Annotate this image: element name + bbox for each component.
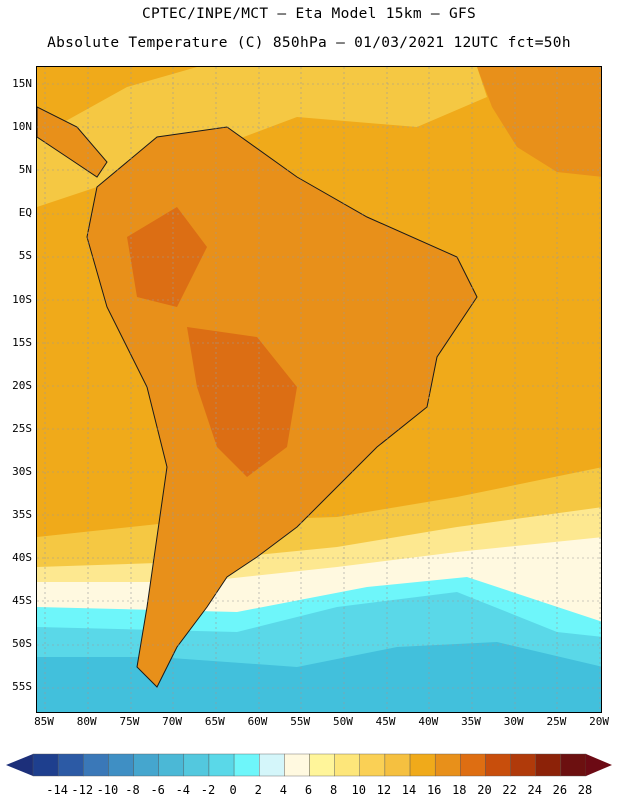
colorbar-label: 22: [502, 783, 517, 797]
colorbar-swatch: [384, 753, 411, 777]
lat-label-10s: 10S: [12, 292, 32, 306]
lat-label-50s: 50S: [12, 637, 32, 651]
colorbar-label: 4: [279, 783, 287, 797]
hot-core-interior: [187, 327, 297, 477]
mild-band-north: [37, 67, 487, 207]
colorbar-swatch: [158, 753, 185, 777]
colorbar-swatch: [560, 753, 587, 777]
colorbar-swatch: [434, 753, 461, 777]
colorbar-swatch: [409, 753, 436, 777]
colorbar-label: 24: [527, 783, 542, 797]
lon-label-50w: 50W: [332, 715, 353, 728]
lat-label-30s: 30S: [12, 464, 32, 478]
colorbar-label: 10: [351, 783, 366, 797]
colorbar-label: -12: [71, 783, 94, 797]
lon-label-45w: 45W: [375, 715, 396, 728]
colorbar-high-arrow: [586, 754, 612, 776]
lat-label-eq: EQ: [18, 206, 32, 220]
hot-patch-caribbean: [477, 67, 601, 177]
colorbar-swatch: [284, 753, 310, 777]
lon-label-30w: 30W: [503, 715, 524, 728]
colorbar-label: 2: [254, 783, 262, 797]
colorbar-label: -10: [96, 783, 119, 797]
colorbar-label: 28: [577, 783, 593, 797]
colorbar-swatch: [133, 753, 159, 777]
lon-label-40w: 40W: [418, 715, 439, 728]
colorbar-label: 6: [304, 783, 313, 797]
coldest-band-south: [37, 642, 601, 712]
colorbar: [6, 753, 612, 777]
colorbar-label: 16: [426, 783, 442, 797]
lat-label-10n: 10N: [12, 120, 32, 134]
map-canvas: [37, 67, 601, 712]
lon-label-75w: 75W: [119, 715, 140, 728]
colorbar-swatch: [334, 753, 360, 777]
lon-label-35w: 35W: [461, 715, 481, 728]
lon-label-70w: 70W: [162, 715, 183, 728]
colorbar-swatch: [32, 753, 59, 777]
colorbar-swatch: [183, 753, 210, 777]
colorbar-swatch: [83, 753, 109, 777]
colorbar-swatch: [108, 753, 134, 777]
colorbar-label: -8: [125, 783, 140, 797]
colorbar-swatch: [57, 753, 84, 777]
colorbar-swatch: [510, 753, 536, 777]
colorbar-label: -2: [200, 783, 216, 797]
temperature-map: [36, 66, 602, 713]
graticule: [37, 67, 601, 712]
colorbar-swatch: [233, 753, 260, 777]
lon-label-60w: 60W: [247, 715, 268, 728]
colorbar-label: -14: [46, 783, 68, 797]
lat-label-25s: 25S: [12, 421, 32, 435]
lon-label-20w: 20W: [589, 715, 610, 728]
colorbar-swatch: [535, 753, 562, 777]
colorbar-label: 20: [477, 783, 492, 797]
lon-label-85w: 85W: [34, 715, 54, 728]
lon-label-55w: 55W: [290, 715, 311, 728]
colorbar-swatch: [485, 753, 511, 777]
lat-label-35s: 35S: [12, 508, 32, 521]
chart-title-line-1: CPTEC/INPE/MCT – Eta Model 15km – GFS: [141, 6, 477, 22]
colorbar-label: -6: [150, 783, 165, 797]
colorbar-swatch: [208, 753, 235, 777]
lat-label-15s: 15S: [12, 335, 32, 349]
lat-label-40s: 40S: [12, 551, 32, 565]
colorbar-label: 8: [330, 783, 338, 797]
lat-label-55s: 55S: [12, 680, 32, 694]
colorbar-label: 26: [552, 783, 568, 797]
colorbar-label: 12: [376, 783, 392, 797]
lon-label-80w: 80W: [76, 715, 97, 728]
lon-label-25w: 25W: [546, 715, 567, 728]
chart-title-line-2: Absolute Temperature (C) 850hPa – 01/03/…: [47, 35, 571, 51]
colorbar-swatch: [460, 753, 486, 777]
colorbar-label: 0: [229, 783, 237, 797]
colorbar-label: 18: [452, 783, 467, 797]
colorbar-label: 14: [401, 783, 417, 797]
colorbar-label: -4: [175, 783, 191, 797]
lon-label-65w: 65W: [204, 715, 225, 728]
lat-label-5s: 5S: [18, 249, 32, 263]
colorbar-swatch: [359, 753, 386, 777]
lat-label-45s: 45S: [12, 594, 32, 608]
lat-label-5n: 5N: [18, 163, 32, 177]
colorbar-swatch: [259, 753, 285, 777]
colorbar-low-arrow: [6, 754, 33, 776]
lat-label-15n: 15N: [12, 77, 32, 90]
colorbar-swatch: [309, 753, 335, 777]
lat-label-20s: 20S: [12, 378, 32, 392]
